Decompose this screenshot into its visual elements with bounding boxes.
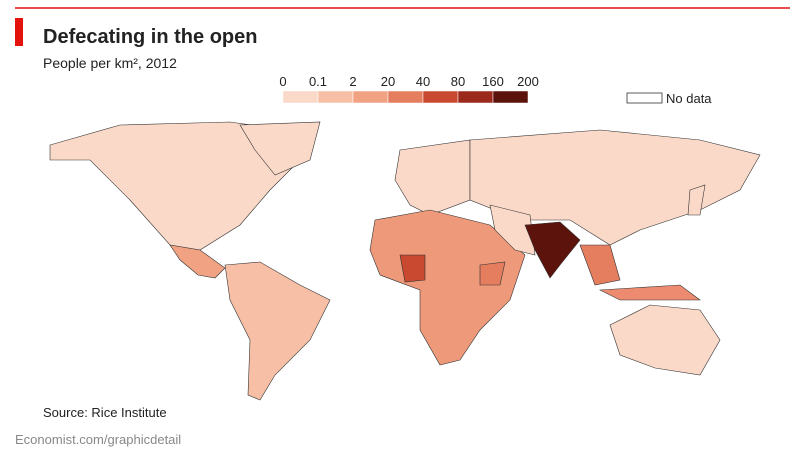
title: Defecating in the open — [43, 26, 257, 48]
southeast-asia — [579, 244, 621, 286]
legend-swatch — [492, 90, 529, 104]
africa — [369, 209, 526, 366]
nigeria — [399, 254, 426, 283]
australia — [609, 304, 721, 376]
legend-tick-label: 2 — [349, 74, 356, 89]
no-data-swatch — [626, 92, 663, 104]
footer: Economist.com/graphicdetail — [15, 432, 181, 447]
north-america — [49, 121, 301, 251]
legend-tick-label: 0.1 — [309, 74, 327, 89]
legend-swatch — [457, 90, 494, 104]
middle-east — [489, 204, 536, 256]
legend-tick-label: 160 — [482, 74, 504, 89]
no-data-label: No data — [666, 91, 712, 106]
legend-swatch — [282, 90, 319, 104]
legend-tick-label: 200 — [517, 74, 539, 89]
legend-tick-label: 40 — [416, 74, 430, 89]
europe — [394, 139, 471, 216]
legend-swatch — [387, 90, 424, 104]
india — [524, 221, 581, 279]
red-tag — [15, 18, 23, 46]
japan — [687, 184, 706, 216]
legend-tick-label: 20 — [381, 74, 395, 89]
central-america — [169, 244, 226, 279]
indonesia — [598, 284, 701, 301]
world-map — [49, 121, 761, 401]
legend-swatch — [422, 90, 459, 104]
ethiopia — [479, 261, 506, 286]
legend-tick-label: 0 — [279, 74, 286, 89]
greenland — [239, 121, 321, 176]
legend-tick-label: 80 — [451, 74, 465, 89]
subtitle: People per km², 2012 — [43, 55, 177, 71]
legend-swatch — [317, 90, 354, 104]
south-america — [224, 261, 331, 401]
legend-swatch — [352, 90, 389, 104]
legend: 0 0.1 2 20 40 80 160 200 — [279, 74, 539, 104]
source: Source: Rice Institute — [43, 405, 167, 420]
